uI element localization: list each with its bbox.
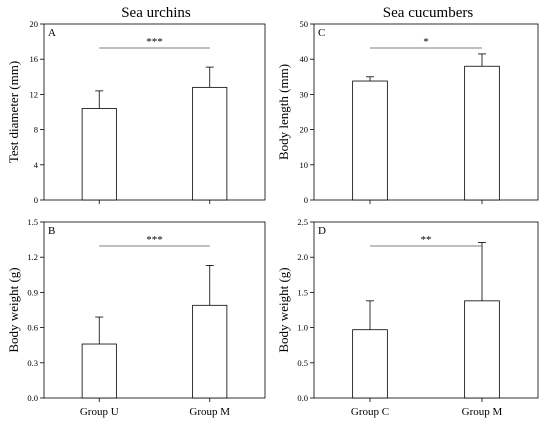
bar-d-1 [352,329,388,399]
panel-label-d: D [318,225,326,237]
y-tick-label-d: 1.5 [297,287,308,297]
y-tick-label-a: 4 [34,160,39,170]
significance-label-c: * [423,36,429,48]
y-tick-label-a: 20 [30,19,39,29]
y-axis-label-a: Test diameter (mm) [6,61,21,163]
y-tick-label-a: 8 [34,125,38,135]
y-tick-label-b: 1.5 [27,217,38,227]
y-tick-label-c: 10 [300,160,309,170]
bar-a-2 [192,86,228,201]
panel-label-b: B [48,225,55,237]
bar-c-2 [464,65,500,201]
column-title-sea-urchins: Sea urchins [121,5,191,21]
y-tick-label-b: 0.6 [27,323,38,333]
y-tick-label-c: 50 [300,19,309,29]
y-tick-label-d: 1.0 [297,323,308,333]
panel-frame-a [43,23,266,201]
significance-label-d: ** [421,234,432,246]
y-tick-label-c: 40 [300,54,309,64]
y-tick-label-b: 0.9 [27,287,38,297]
y-tick-label-b: 0.0 [27,393,38,403]
x-tick-label-b: Group M [189,406,230,418]
y-tick-label-c: 20 [300,125,309,135]
y-tick-label-c: 30 [300,89,309,99]
significance-label-a: *** [146,36,163,48]
bar-c-1 [352,80,388,201]
y-axis-label-b: Body weight (g) [6,267,21,352]
x-tick-label-d: Group M [462,406,503,418]
y-tick-label-d: 2.0 [297,252,308,262]
x-tick-label-b: Group U [80,406,119,418]
y-tick-label-a: 12 [30,89,39,99]
panel-frame-d [313,221,539,399]
y-tick-label-d: 0.5 [297,358,308,368]
x-tick-label-d: Group C [351,406,389,418]
y-axis-label-c: Body length (mm) [276,64,291,160]
y-tick-label-b: 1.2 [27,252,38,262]
panel-frame-c [313,23,539,201]
y-tick-label-c: 0 [304,195,308,205]
bar-a-1 [81,108,117,201]
bar-b-2 [192,304,228,399]
y-tick-label-a: 0 [34,195,38,205]
y-axis-label-d: Body weight (g) [276,267,291,352]
panel-frame-b [43,221,266,399]
y-tick-label-a: 16 [30,54,39,64]
y-tick-label-d: 0.0 [297,393,308,403]
y-tick-label-b: 0.3 [27,358,38,368]
column-title-sea-cucumbers: Sea cucumbers [383,5,474,21]
bar-d-2 [464,300,500,399]
bar-b-1 [81,343,117,399]
y-tick-label-d: 2.5 [297,217,308,227]
panel-label-a: A [48,27,56,39]
significance-label-b: *** [146,234,163,246]
panel-label-c: C [318,27,325,39]
